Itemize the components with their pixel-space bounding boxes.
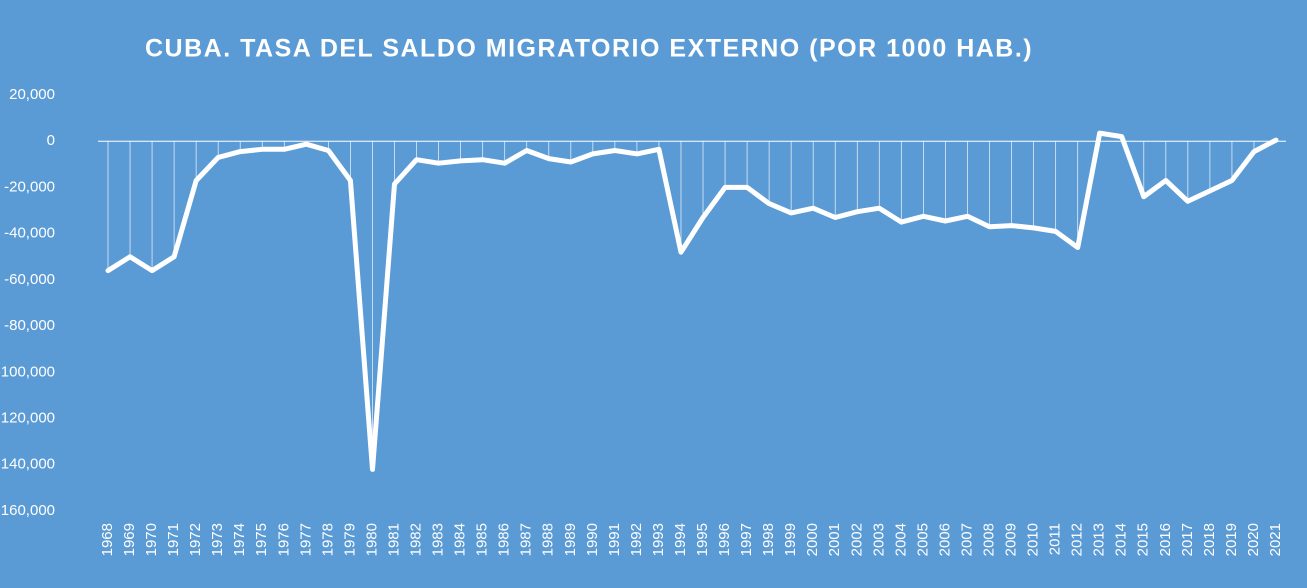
- y-tick-label: -40,000: [4, 225, 55, 242]
- x-tick-label: 1989: [562, 523, 579, 556]
- y-tick-label: 20,000: [9, 86, 55, 103]
- x-tick-label: 2009: [1003, 523, 1020, 556]
- x-tick-label: 1994: [672, 523, 689, 556]
- x-tick-label: 2014: [1113, 523, 1130, 556]
- x-tick-label: 1996: [716, 523, 733, 556]
- x-tick-label: 1975: [253, 523, 270, 556]
- x-tick-label: 2007: [958, 523, 975, 556]
- x-tick-label: 2008: [980, 523, 997, 556]
- x-tick-label: 2021: [1267, 523, 1284, 556]
- x-tick-label: 1972: [187, 523, 204, 556]
- x-tick-label: 1983: [430, 523, 447, 556]
- x-tick-label: 2011: [1047, 523, 1064, 555]
- x-tick-label: 1970: [143, 523, 160, 556]
- x-tick-label: 2013: [1091, 523, 1108, 556]
- x-tick-label: 1992: [628, 523, 645, 556]
- x-tick-label: 2000: [804, 523, 821, 556]
- x-tick-label: 1991: [606, 523, 623, 556]
- x-tick-label: 1982: [407, 523, 424, 556]
- x-tick-label: 2012: [1069, 523, 1086, 556]
- y-tick-label: -160,000: [0, 502, 55, 519]
- y-tick-label: -120,000: [0, 410, 55, 427]
- x-tick-label: 2016: [1157, 523, 1174, 556]
- y-tick-label: -100,000: [0, 363, 55, 380]
- x-tick-label: 1981: [385, 523, 402, 556]
- y-tick-label: -20,000: [4, 178, 55, 195]
- x-tick-label: 1993: [650, 523, 667, 556]
- y-tick-label: 0: [47, 132, 55, 149]
- x-tick-label: 1995: [694, 523, 711, 556]
- x-tick-label: 1971: [165, 523, 182, 556]
- x-tick-label: 1988: [540, 523, 557, 556]
- x-tick-label: 1980: [363, 523, 380, 556]
- x-tick-label: 2020: [1245, 523, 1262, 556]
- x-tick-label: 2004: [892, 523, 909, 556]
- x-tick-label: 1987: [518, 523, 535, 556]
- x-tick-label: 1978: [319, 523, 336, 556]
- x-tick-label: 1990: [584, 523, 601, 556]
- x-tick-label: 1968: [99, 523, 116, 556]
- x-tick-label: 2010: [1025, 523, 1042, 556]
- x-tick-label: 1977: [297, 523, 314, 556]
- x-tick-label: 1986: [496, 523, 513, 556]
- x-tick-label: 1997: [738, 523, 755, 556]
- x-tick-label: 2005: [914, 523, 931, 556]
- x-tick-label: 1984: [452, 523, 469, 556]
- x-tick-label: 1974: [231, 523, 248, 556]
- x-tick-label: 2003: [870, 523, 887, 556]
- y-tick-label: -140,000: [0, 456, 55, 473]
- data-line: [105, 130, 1279, 472]
- y-tick-label: -60,000: [4, 271, 55, 288]
- x-tick-label: 2001: [826, 523, 843, 556]
- x-tick-label: 1979: [341, 523, 358, 556]
- x-tick-label: 1999: [782, 523, 799, 556]
- x-tick-label: 2015: [1135, 523, 1152, 556]
- x-tick-label: 2017: [1179, 523, 1196, 556]
- x-tick-label: 1969: [121, 523, 138, 556]
- x-tick-label: 1976: [275, 523, 292, 556]
- x-tick-label: 2018: [1201, 523, 1218, 556]
- x-tick-label: 1998: [760, 523, 777, 556]
- x-tick-label: 2006: [936, 523, 953, 556]
- x-tick-label: 1973: [209, 523, 226, 556]
- chart-title: CUBA. TASA DEL SALDO MIGRATORIO EXTERNO …: [145, 35, 1033, 63]
- x-tick-label: 1985: [474, 523, 491, 556]
- x-tick-label: 2019: [1223, 523, 1240, 556]
- y-tick-label: -80,000: [4, 317, 55, 334]
- x-tick-label: 2002: [848, 523, 865, 556]
